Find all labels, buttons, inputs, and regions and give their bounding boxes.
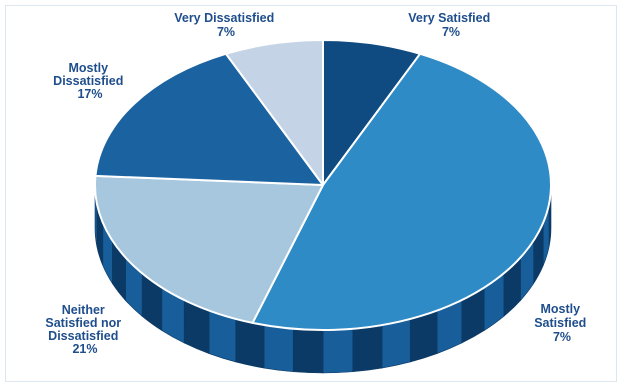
pie-top-layer bbox=[94, 39, 552, 331]
pie-side-segment bbox=[322, 328, 354, 374]
pie-side-layer bbox=[94, 184, 552, 374]
label-very-satisfied: Very Satisfied 7% bbox=[408, 11, 493, 39]
label-mostly-satisfied: Mostly Satisfied 7% bbox=[534, 302, 590, 344]
label-mostly-dissatisfied: Mostly Dissatisfied 17% bbox=[53, 61, 127, 101]
pie-side-segment bbox=[235, 318, 265, 369]
pie-slice-very-dissatisfied bbox=[224, 39, 324, 186]
pie-side-segment bbox=[263, 324, 294, 373]
pie-side-segment bbox=[292, 328, 324, 374]
label-neither: Neither Satisfied nor Dissatisfied 21% bbox=[45, 303, 124, 356]
pie-slice-mostly-dissatisfied bbox=[94, 52, 324, 186]
label-very-dissatisfied: Very Dissatisfied 7% bbox=[174, 11, 278, 39]
pie-side-segment bbox=[352, 324, 383, 373]
pie-side-segment bbox=[381, 318, 411, 369]
pie-slice-mostly-satisfied bbox=[251, 52, 552, 331]
pie-slice-neither bbox=[94, 174, 324, 324]
